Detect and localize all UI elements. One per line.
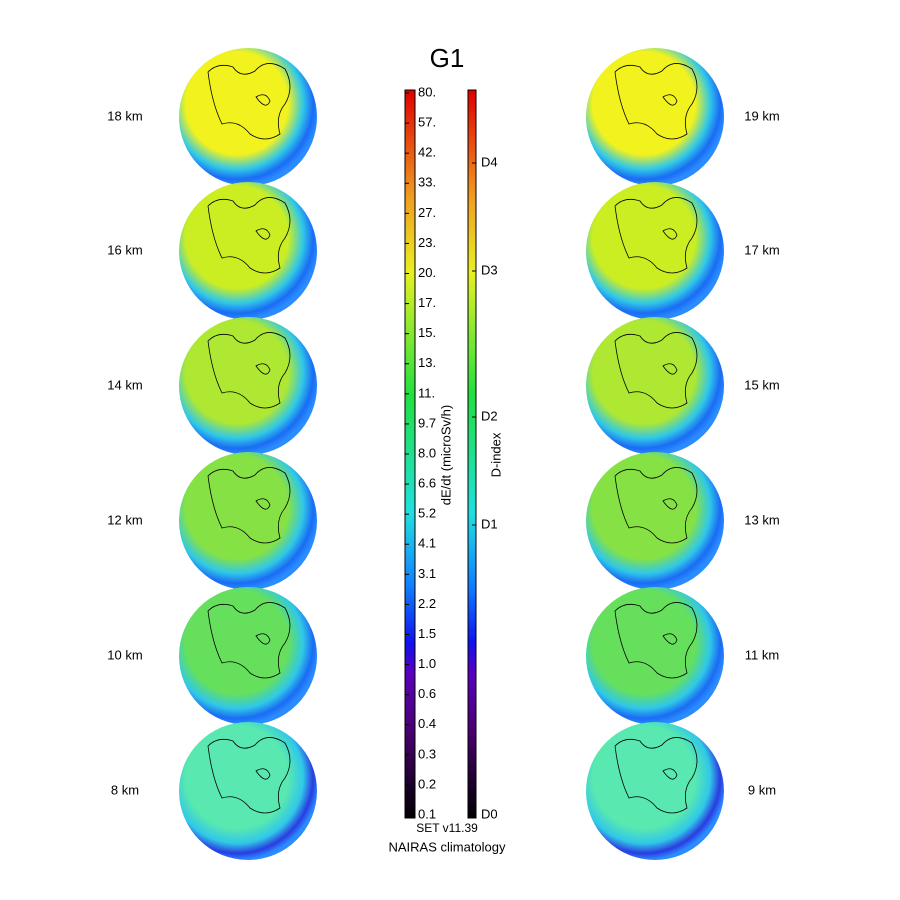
altitude-label: 15 km — [744, 377, 779, 392]
colorbar-tick-label: 9.7 — [418, 415, 436, 430]
colorbar-tick-label: 0.4 — [418, 716, 436, 731]
globe — [586, 587, 724, 725]
altitude-label: 11 km — [745, 647, 779, 662]
colorbar-tick-label: 0.1 — [418, 806, 436, 821]
colorbar-tick-label: 23. — [418, 235, 436, 250]
colorbar-label: dE/dt (microSv/h) — [438, 405, 453, 505]
coastline — [207, 332, 291, 409]
colorbar-tick-label: 20. — [418, 265, 436, 280]
colorbar-tick-label: 2.2 — [418, 596, 436, 611]
dindex-tick-label: D3 — [481, 262, 498, 277]
globe — [179, 48, 317, 186]
coastline — [207, 737, 291, 814]
dindex-tick-label: D4 — [481, 154, 498, 169]
source: NAIRAS climatology — [388, 839, 506, 854]
globe — [179, 452, 317, 590]
altitude-label: 9 km — [748, 782, 776, 797]
colorbar-tick-label: 0.6 — [418, 686, 436, 701]
dindex-bar — [467, 89, 477, 819]
globe — [179, 587, 317, 725]
dindex-tick-label: D2 — [481, 408, 498, 423]
coastline — [614, 63, 698, 140]
colorbar-tick-label: 0.2 — [418, 776, 436, 791]
colorbar-tick-label: 80. — [418, 84, 436, 99]
globe — [179, 317, 317, 455]
globe — [179, 722, 317, 860]
title: G1 — [430, 43, 465, 73]
coastline — [207, 467, 291, 544]
coastline — [207, 63, 291, 140]
dindex-tick-label: D1 — [481, 516, 498, 531]
globe — [586, 722, 724, 860]
altitude-label: 16 km — [107, 242, 142, 257]
colorbar-tick-label: 6.6 — [418, 476, 436, 491]
coastline — [614, 197, 698, 274]
altitude-label: 14 km — [107, 377, 142, 392]
colorbar-tick-label: 42. — [418, 145, 436, 160]
coastline — [207, 197, 291, 274]
altitude-label: 19 km — [744, 108, 779, 123]
colorbar-tick-label: 11. — [418, 385, 435, 400]
coastline — [614, 332, 698, 409]
colorbar-tick-label: 0.3 — [418, 746, 436, 761]
altitude-label: 13 km — [744, 512, 779, 527]
globe — [586, 317, 724, 455]
colorbar-tick-label: 5.2 — [418, 506, 436, 521]
colorbar-tick-label: 1.5 — [418, 626, 436, 641]
coastline — [614, 467, 698, 544]
globe — [586, 182, 724, 320]
colorbar-tick-label: 33. — [418, 175, 436, 190]
globe — [586, 452, 724, 590]
altitude-label: 10 km — [107, 647, 142, 662]
colorbar-tick-label: 1.0 — [418, 656, 436, 671]
colorbar-tick-label: 8.0 — [418, 445, 436, 460]
coastline — [614, 602, 698, 679]
dindex-label: D-index — [488, 432, 503, 477]
colorbar-tick-label: 4.1 — [418, 536, 436, 551]
altitude-label: 8 km — [111, 782, 139, 797]
coastline — [614, 737, 698, 814]
colorbar-tick-label: 13. — [418, 355, 436, 370]
version: SET v11.39 — [416, 821, 478, 835]
globe — [586, 48, 724, 186]
colorbar-tick-label: 57. — [418, 115, 436, 130]
colorbar-tick-label: 27. — [418, 205, 436, 220]
altitude-label: 17 km — [744, 242, 779, 257]
colorbar-tick-label: 15. — [418, 325, 436, 340]
altitude-label: 18 km — [107, 108, 142, 123]
coastline — [207, 602, 291, 679]
globe — [179, 182, 317, 320]
altitude-label: 12 km — [107, 512, 142, 527]
colorbar-tick-label: 17. — [418, 295, 436, 310]
colorbar-tick-label: 3.1 — [418, 566, 436, 581]
dindex-tick-label: D0 — [481, 806, 498, 821]
